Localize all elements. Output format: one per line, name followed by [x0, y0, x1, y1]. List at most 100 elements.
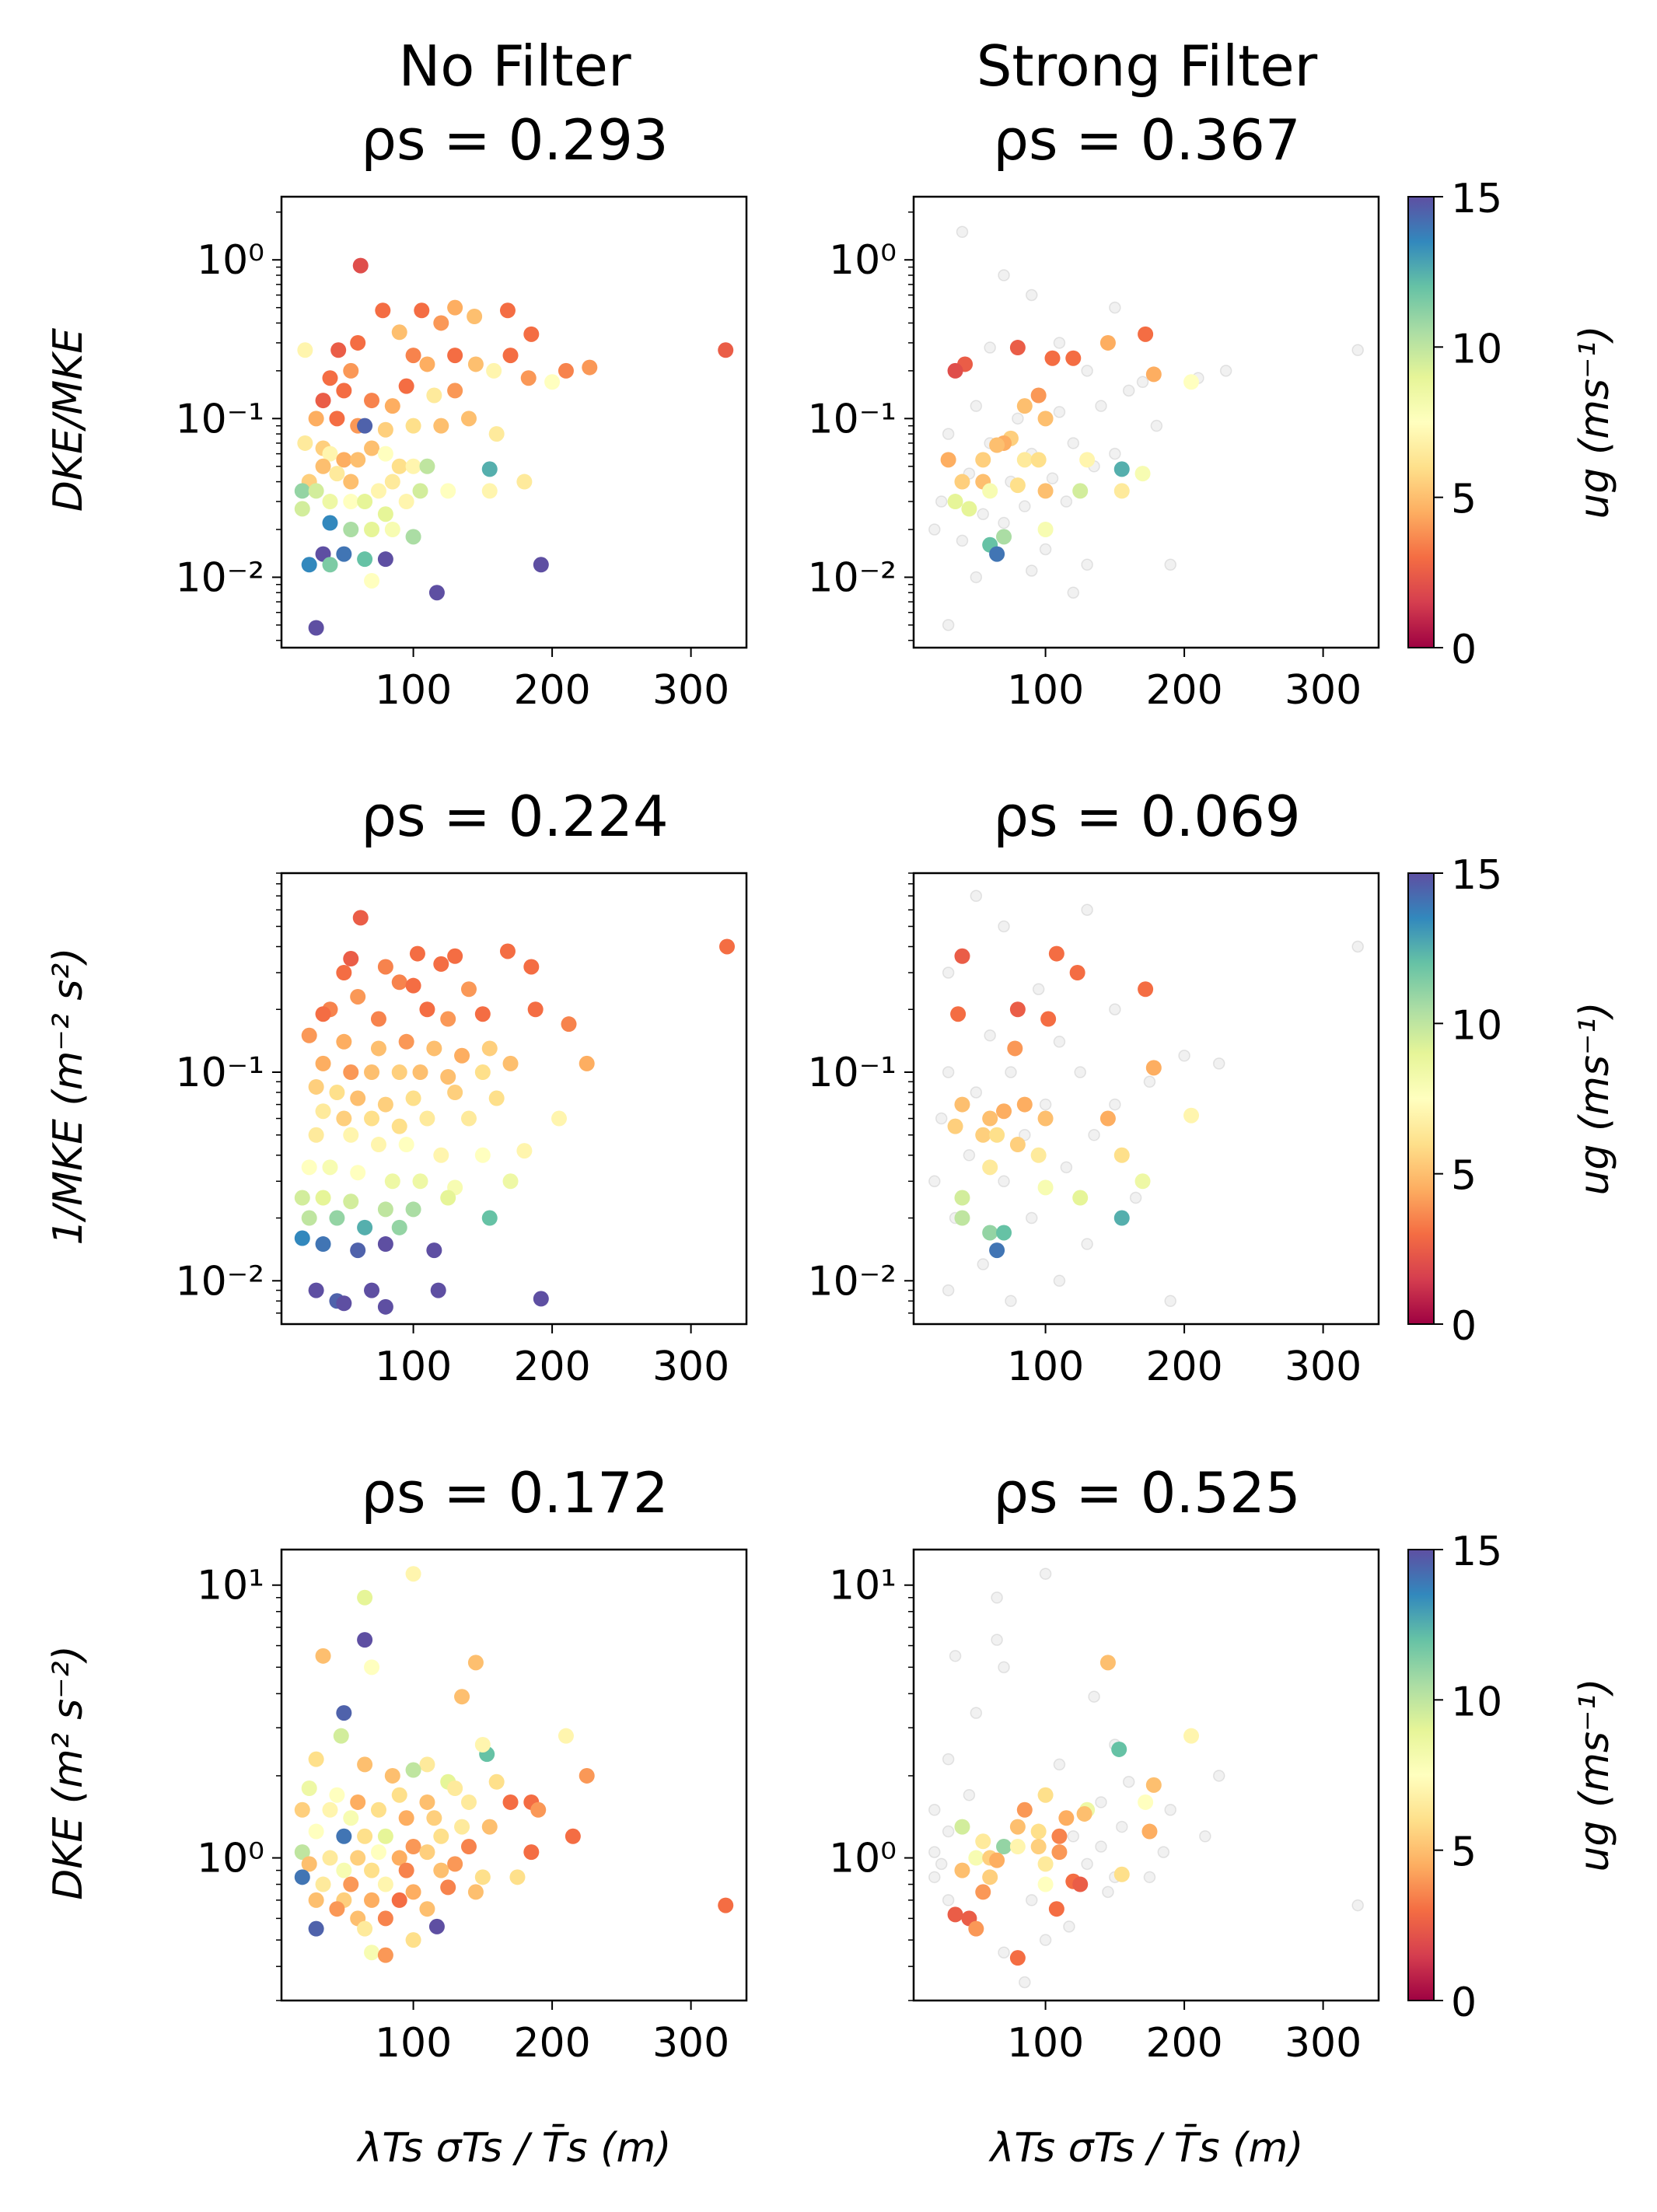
background-point: [1351, 940, 1364, 953]
data-point: [315, 1236, 331, 1253]
data-point: [954, 1862, 970, 1878]
axes-frame: [912, 195, 1380, 649]
points-group: [294, 910, 736, 1315]
data-point: [1009, 1950, 1026, 1966]
panel-title-r2c0: ρs = 0.172: [361, 1460, 668, 1525]
background-point: [942, 1066, 955, 1078]
data-point: [419, 1110, 435, 1127]
data-point: [315, 1103, 331, 1120]
data-point: [1072, 483, 1089, 499]
data-point: [357, 1756, 373, 1773]
colorbar-row1: ug (ms⁻¹): [1407, 872, 1618, 1325]
data-point: [308, 1282, 324, 1298]
x-tick-label: 300: [1285, 1344, 1362, 1390]
data-point: [1016, 452, 1033, 468]
background-point: [1109, 447, 1121, 460]
background-point: [942, 619, 955, 631]
background-point: [1212, 1770, 1225, 1782]
data-point: [975, 1833, 991, 1850]
data-point: [1099, 1110, 1116, 1127]
colorbar-tick-label: 0: [1451, 1303, 1477, 1350]
data-point: [1030, 1823, 1047, 1840]
data-point: [1113, 461, 1130, 477]
y-tick-label: 10⁻¹: [808, 1050, 897, 1096]
data-point: [377, 1298, 393, 1315]
data-point: [377, 1947, 393, 1963]
data-point: [1099, 334, 1116, 351]
data-point: [1134, 466, 1151, 482]
data-point: [391, 324, 407, 341]
x-tick-label: 100: [1007, 2020, 1084, 2067]
data-point: [375, 302, 391, 319]
data-point: [391, 1787, 407, 1803]
data-point: [294, 501, 310, 517]
data-point: [499, 302, 516, 319]
data-point: [719, 938, 736, 955]
data-point: [315, 1876, 331, 1892]
background-point: [1129, 1191, 1142, 1204]
data-point: [343, 1193, 359, 1210]
data-point: [329, 411, 345, 427]
background-point: [1025, 288, 1038, 302]
colorbar-tick-label: 5: [1451, 477, 1477, 523]
axes-frame: [280, 195, 748, 649]
data-point: [433, 1862, 449, 1878]
data-point: [336, 546, 352, 562]
data-point: [968, 1850, 984, 1866]
data-point: [357, 1828, 373, 1844]
data-point: [350, 334, 366, 351]
data-point: [982, 1110, 998, 1127]
data-point: [419, 1756, 435, 1773]
data-point: [357, 1589, 373, 1606]
data-point: [533, 557, 549, 573]
data-point: [1145, 366, 1162, 383]
data-point: [488, 1773, 505, 1790]
data-point: [1183, 1107, 1200, 1123]
data-point: [527, 1001, 544, 1018]
colorbar-tick-label: 10: [1451, 1679, 1502, 1725]
colorbar-row1-label: ug (ms⁻¹): [1571, 1001, 1618, 1195]
colorbar-tick-label: 15: [1451, 1529, 1502, 1575]
axes-frame: [280, 872, 748, 1326]
data-point: [509, 1869, 526, 1885]
background-point: [1063, 1920, 1075, 1933]
background-point: [1046, 472, 1059, 484]
data-point: [336, 383, 352, 399]
data-point: [357, 418, 373, 434]
data-point: [996, 1839, 1012, 1855]
ylabel-r0: DKE/MKE: [45, 328, 92, 512]
data-point: [357, 494, 373, 510]
data-point: [364, 1064, 380, 1081]
data-point: [377, 1201, 393, 1218]
data-point: [308, 1127, 324, 1143]
background-point: [942, 1284, 955, 1297]
x-tick-label: 100: [1007, 667, 1084, 714]
data-point: [1113, 1866, 1130, 1882]
data-point: [357, 1920, 373, 1937]
background-point: [1053, 337, 1066, 349]
data-point: [329, 1210, 345, 1226]
panel-r1c1: 100 200 300 10⁻² 10⁻¹: [808, 872, 1380, 1390]
data-point: [460, 411, 477, 427]
data-point: [481, 1210, 498, 1226]
background-point: [998, 516, 1010, 529]
x-tick-label: 200: [1145, 667, 1222, 714]
background-point: [1012, 412, 1024, 425]
data-point: [377, 959, 393, 975]
background-point: [1060, 495, 1073, 508]
background-point: [1081, 1238, 1093, 1250]
data-point: [989, 1127, 1005, 1143]
data-point: [1051, 1844, 1068, 1861]
data-point: [405, 1090, 421, 1106]
xlabel-col0: λTs σTs / T̄s (m): [356, 2124, 672, 2172]
plot-area: [281, 1550, 746, 2001]
background-point: [1067, 1830, 1080, 1843]
data-point: [440, 1011, 456, 1027]
background-point: [1164, 1804, 1176, 1816]
xlabel-col1: λTs σTs / T̄s (m): [988, 2124, 1304, 2172]
colorbar-row2-label: ug (ms⁻¹): [1571, 1678, 1618, 1871]
background-point: [977, 508, 990, 520]
x-tick-label: 200: [1145, 1344, 1222, 1390]
background-point: [1109, 1098, 1121, 1111]
background-point: [977, 1258, 990, 1270]
